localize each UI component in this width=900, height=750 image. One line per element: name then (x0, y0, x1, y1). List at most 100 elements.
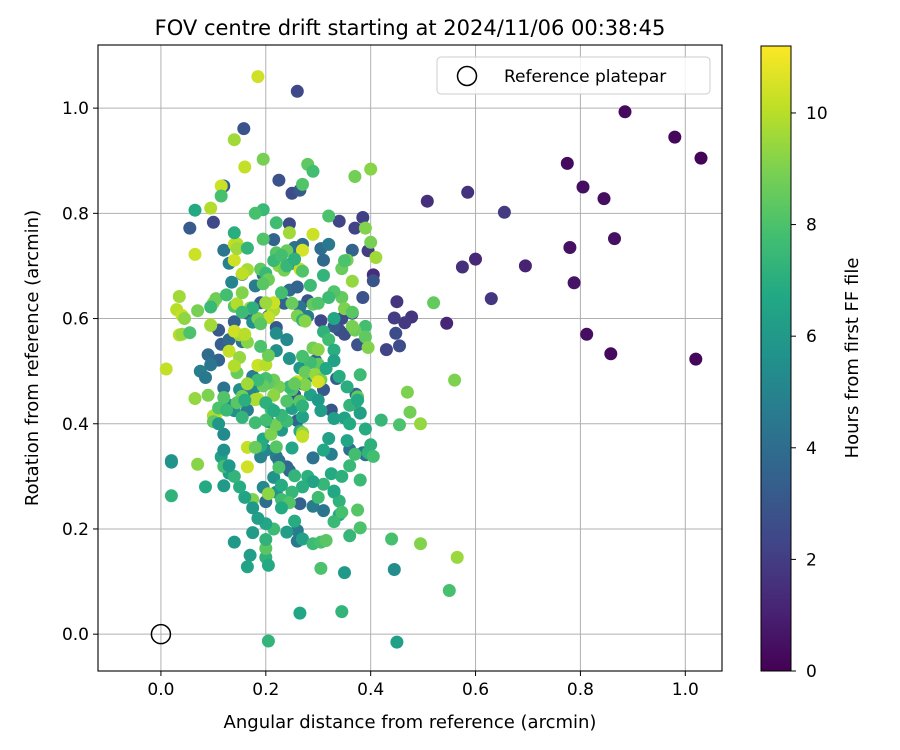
scatter-point (442, 584, 456, 597)
scatter-point (220, 288, 233, 302)
scatter-point (267, 404, 281, 418)
scatter-point (251, 70, 265, 84)
y-tick-label: 0.2 (62, 520, 89, 540)
scatter-point (227, 253, 241, 267)
scatter-point (227, 315, 241, 329)
scatter-point (217, 427, 231, 441)
y-tick-label: 0.6 (62, 310, 89, 330)
scatter-point (282, 217, 296, 231)
colorbar: 0 2 4 6 8 10 Hours from first FF file (760, 45, 863, 682)
scatter-point (238, 327, 252, 341)
scatter-point (269, 216, 283, 230)
scatter-point (335, 505, 349, 519)
scatter-point (298, 365, 312, 379)
colorbar-ticks: 0 2 4 6 8 10 (791, 104, 828, 682)
scatter-point (343, 459, 357, 473)
scatter-point (227, 535, 241, 549)
scatter-point (322, 333, 336, 347)
scatter-point (618, 105, 632, 119)
reference-platepar-marker (150, 623, 172, 645)
y-gridlines (98, 107, 722, 635)
scatter-point (379, 343, 393, 357)
scatter-point (311, 296, 325, 310)
scatter-point (282, 352, 296, 365)
scatter-point (230, 242, 244, 256)
scatter-point (285, 485, 299, 499)
scatter-point (251, 373, 265, 387)
scatter-point (387, 311, 401, 325)
scatter-point (361, 341, 375, 354)
scatter-point (183, 221, 197, 235)
scatter-point (214, 179, 228, 193)
scatter-point (414, 417, 427, 431)
scatter-point (340, 380, 354, 394)
scatter-point (317, 504, 330, 518)
scatter-point (285, 296, 299, 310)
scatter-point (256, 152, 270, 166)
scatter-point (206, 215, 220, 229)
scatter-point (159, 362, 173, 376)
scatter-point (327, 515, 341, 529)
scatter-point (178, 312, 191, 325)
scatter-point (212, 417, 226, 431)
scatter-point (240, 241, 254, 255)
scatter-point (469, 252, 482, 266)
scatter-points (159, 70, 708, 649)
scatter-point (319, 362, 333, 375)
scatter-point (204, 318, 218, 332)
scatter-point (324, 467, 338, 481)
scatter-point (243, 548, 257, 562)
scatter-point (204, 300, 218, 314)
scatter-point (311, 393, 325, 407)
scatter-point (261, 558, 275, 572)
scatter-point (235, 410, 249, 424)
scatter-point (222, 459, 236, 473)
scatter-point (393, 418, 406, 432)
scatter-point (327, 484, 341, 498)
legend-box (436, 56, 711, 95)
scatter-point (580, 327, 594, 341)
scatter-point (227, 226, 241, 240)
scatter-point (248, 416, 262, 430)
scatter-point (353, 473, 367, 487)
colorbar-gradient (760, 45, 792, 672)
scatter-point (448, 373, 462, 387)
chart-title: FOV centre drift starting at 2024/11/06 … (155, 16, 666, 40)
scatter-point (306, 164, 320, 178)
scatter-point (348, 221, 362, 235)
scatter-point (280, 394, 294, 408)
scatter-point (319, 534, 333, 547)
colorbar-tick-label: 10 (806, 104, 828, 124)
scatter-point (403, 405, 417, 419)
scatter-point (374, 413, 388, 427)
scatter-point (327, 412, 341, 425)
scatter-point (237, 122, 251, 136)
scatter-point (303, 278, 317, 292)
scatter-point (293, 606, 307, 620)
scatter-point (335, 605, 349, 619)
scatter-point (484, 292, 498, 306)
scatter-point (201, 348, 215, 362)
scatter-point (338, 566, 351, 580)
scatter-point (204, 201, 218, 215)
y-tick-label: 0.0 (62, 625, 89, 645)
scatter-point (345, 319, 359, 333)
scatter-point (497, 205, 511, 219)
scatter-point (306, 475, 320, 489)
scatter-point (191, 304, 205, 318)
scatter-point (461, 185, 475, 199)
scatter-point (387, 563, 401, 576)
scatter-point (275, 478, 288, 492)
colorbar-tick-label: 8 (806, 216, 817, 236)
scatter-point (420, 194, 434, 208)
scatter-point (351, 393, 365, 407)
x-tick-label: 0.2 (252, 680, 279, 700)
scatter-point (311, 375, 325, 389)
scatter-point (389, 326, 403, 340)
legend-entry-reference-platepar: Reference platepar (504, 67, 666, 87)
scatter-point (269, 440, 283, 454)
scatter-point (338, 254, 351, 268)
scatter-point (322, 209, 336, 223)
scatter-point (240, 560, 254, 574)
